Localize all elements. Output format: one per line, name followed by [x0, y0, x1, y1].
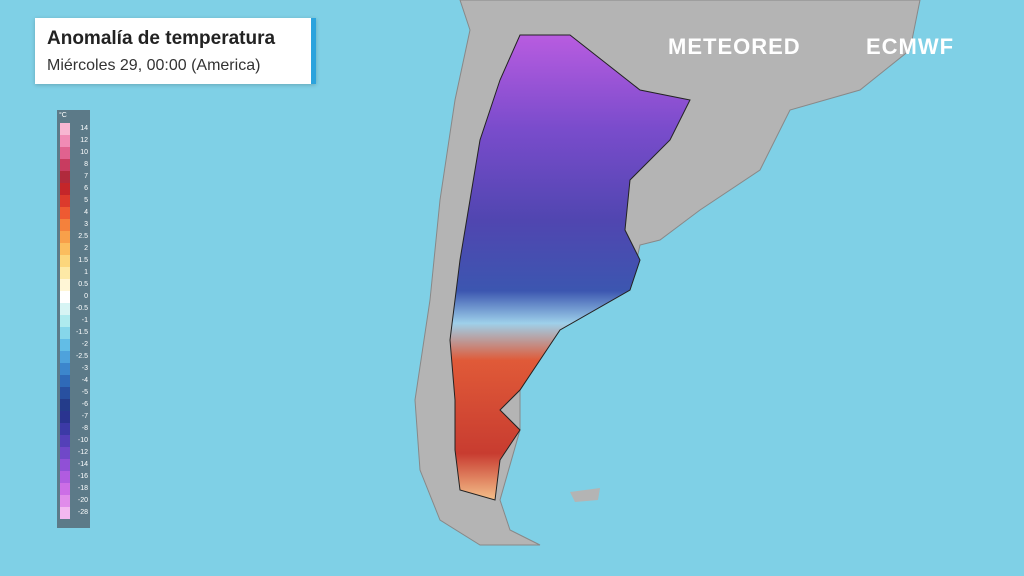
legend-label: -1.5	[75, 329, 88, 336]
legend-swatch	[60, 123, 70, 135]
legend-swatch	[60, 507, 70, 519]
logo: METEORED	[668, 34, 801, 59]
legend-swatch	[60, 255, 70, 267]
title: Anomalía de temperatura	[47, 28, 276, 49]
legend-swatch	[60, 291, 70, 303]
legend-swatch	[60, 387, 70, 399]
title-box: Anomalía de temperatura Miércoles 29, 00…	[35, 18, 316, 84]
legend-swatch	[60, 195, 70, 207]
legend-swatch	[60, 495, 70, 507]
legend-label: 2.5	[78, 233, 88, 240]
legend-label: -18	[77, 485, 88, 492]
legend-swatch	[60, 171, 70, 183]
legend-label: 1.5	[78, 257, 88, 264]
legend-swatch	[60, 339, 70, 351]
legend-swatch	[60, 315, 70, 327]
legend-swatch	[60, 267, 70, 279]
legend-swatch	[60, 327, 70, 339]
legend-label: 5	[84, 197, 88, 204]
legend-swatch	[60, 147, 70, 159]
legend-swatch	[60, 135, 70, 147]
legend-unit: °C	[59, 112, 67, 119]
legend-swatch	[60, 435, 70, 447]
legend-label: -20	[77, 497, 88, 504]
logo: ECMWF	[866, 34, 955, 59]
legend-label: 6	[84, 185, 88, 192]
legend-label: -28	[77, 509, 88, 516]
legend-swatch	[60, 219, 70, 231]
legend-label: -14	[77, 461, 88, 468]
legend-label: 4	[84, 209, 88, 216]
legend-swatch	[60, 159, 70, 171]
legend-label: 0	[84, 293, 88, 300]
legend-swatch	[60, 375, 70, 387]
legend-label: 10	[80, 149, 88, 156]
legend-swatch	[60, 483, 70, 495]
legend-label: -7	[81, 413, 88, 420]
legend-label: 7	[84, 173, 88, 180]
legend: °C 14 12 10 8 7 6 5 4 3 2.5 2 1.5 1 0.5 0 -0.5 -1 -1.5 -2 -…	[57, 110, 90, 528]
legend-label: -2	[81, 341, 88, 348]
legend-swatch	[60, 351, 70, 363]
legend-swatch	[60, 447, 70, 459]
legend-label: 1	[84, 269, 88, 276]
legend-swatch	[60, 459, 70, 471]
legend-label: 3	[84, 221, 88, 228]
legend-label: -16	[77, 473, 88, 480]
legend-swatch	[60, 243, 70, 255]
legend-swatch	[60, 471, 70, 483]
legend-swatch	[60, 183, 70, 195]
legend-label: -1	[81, 317, 88, 324]
legend-label: 0.5	[78, 281, 88, 288]
legend-label: 12	[80, 137, 88, 144]
legend-swatch	[60, 207, 70, 219]
legend-swatch	[60, 399, 70, 411]
legend-swatch	[60, 363, 70, 375]
legend-label: -5	[81, 389, 88, 396]
legend-swatch	[60, 231, 70, 243]
legend-label: -2.5	[75, 353, 88, 360]
legend-label: -4	[81, 377, 88, 384]
subtitle: Miércoles 29, 00:00 (America)	[47, 57, 261, 74]
island	[570, 488, 600, 502]
legend-label: -10	[77, 437, 88, 444]
legend-swatch	[60, 279, 70, 291]
legend-label: -8	[81, 425, 88, 432]
argentina-anomaly	[449, 34, 691, 501]
legend-label: 14	[80, 125, 88, 132]
legend-label: 8	[84, 161, 88, 168]
legend-label: 2	[84, 245, 88, 252]
legend-label: -12	[77, 449, 88, 456]
legend-label: -3	[81, 365, 88, 372]
legend-label: -0.5	[75, 305, 88, 312]
legend-label: -6	[81, 401, 88, 408]
legend-swatch	[60, 423, 70, 435]
legend-swatch	[60, 303, 70, 315]
legend-swatch	[60, 411, 70, 423]
